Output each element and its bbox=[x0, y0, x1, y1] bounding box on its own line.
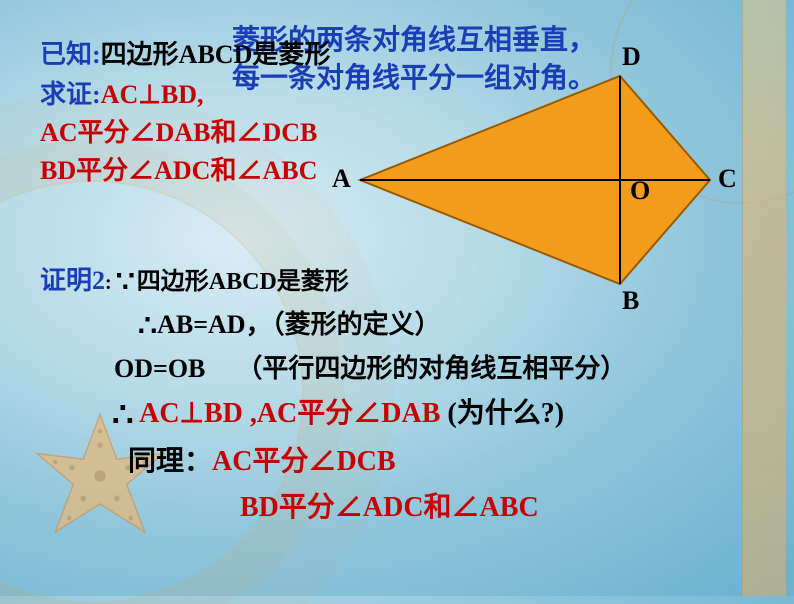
therefore-symbol-1: ∴ bbox=[138, 312, 157, 342]
proof-l4b: (为什么?) bbox=[440, 398, 564, 429]
proof-l2b: （菱形的定义） bbox=[272, 310, 441, 339]
proof-line-6: BD平分∠ADC和∠ABC bbox=[40, 485, 760, 525]
given-text: 四边形ABCD是菱形 bbox=[101, 40, 331, 69]
because-symbol: ∵ bbox=[116, 268, 135, 298]
proof-l2a: AB=AD， bbox=[157, 310, 272, 339]
proof-header: 证明2 bbox=[40, 266, 105, 295]
proof-l5-label: 同理： bbox=[128, 446, 212, 477]
proof-line-3: OD=OB （平行四边形的对角线互相平分） bbox=[40, 348, 760, 385]
slide-content: 菱形的两条对角线互相垂直， 每一条对角线平分一组对角。 已知:四边形ABCD是菱… bbox=[0, 0, 794, 596]
therefore-symbol-2: ∴ bbox=[112, 399, 134, 433]
vertex-label-c: C bbox=[718, 164, 737, 194]
proof-l4a: AC⊥BD ,AC平分∠DAB bbox=[139, 398, 440, 429]
prove-line2: AC平分∠DAB和∠DCB bbox=[40, 112, 317, 149]
proof-l1: 四边形ABCD是菱形 bbox=[137, 269, 349, 295]
prove-text3: BD平分∠ADC和∠ABC bbox=[40, 156, 317, 185]
prove-label: 求证: bbox=[40, 80, 101, 109]
proof-line-4: ∴ AC⊥BD ,AC平分∠DAB (为什么?) bbox=[40, 391, 760, 433]
proof-line-5: 同理：AC平分∠DCB bbox=[40, 439, 760, 479]
proof-l5a: AC平分∠DCB bbox=[212, 446, 396, 477]
vertex-label-a: A bbox=[332, 164, 351, 194]
proof-l3b: （平行四边形的对角线互相平分） bbox=[236, 354, 626, 383]
proof-line-2: ∴AB=AD，（菱形的定义） bbox=[40, 304, 760, 342]
prove-line1: 求证:AC⊥BD, bbox=[40, 74, 204, 111]
prove-text1: AC⊥BD, bbox=[101, 80, 204, 109]
given-line: 已知:四边形ABCD是菱形 bbox=[40, 34, 330, 71]
prove-line3: BD平分∠ADC和∠ABC bbox=[40, 150, 317, 187]
vertex-label-o: O bbox=[630, 176, 650, 206]
proof-header-line: 证明2:∵四边形ABCD是菱形 bbox=[40, 260, 760, 298]
vertex-label-d: D bbox=[622, 42, 641, 72]
prove-text2: AC平分∠DAB和∠DCB bbox=[40, 118, 317, 147]
given-label: 已知: bbox=[40, 40, 101, 69]
proof-l3a: OD=OB bbox=[114, 354, 205, 383]
proof-l6: BD平分∠ADC和∠ABC bbox=[240, 492, 539, 523]
proof-block: 证明2:∵四边形ABCD是菱形 ∴AB=AD，（菱形的定义） OD=OB （平行… bbox=[40, 260, 760, 531]
rhombus-diagram: A B C D O bbox=[330, 40, 750, 270]
